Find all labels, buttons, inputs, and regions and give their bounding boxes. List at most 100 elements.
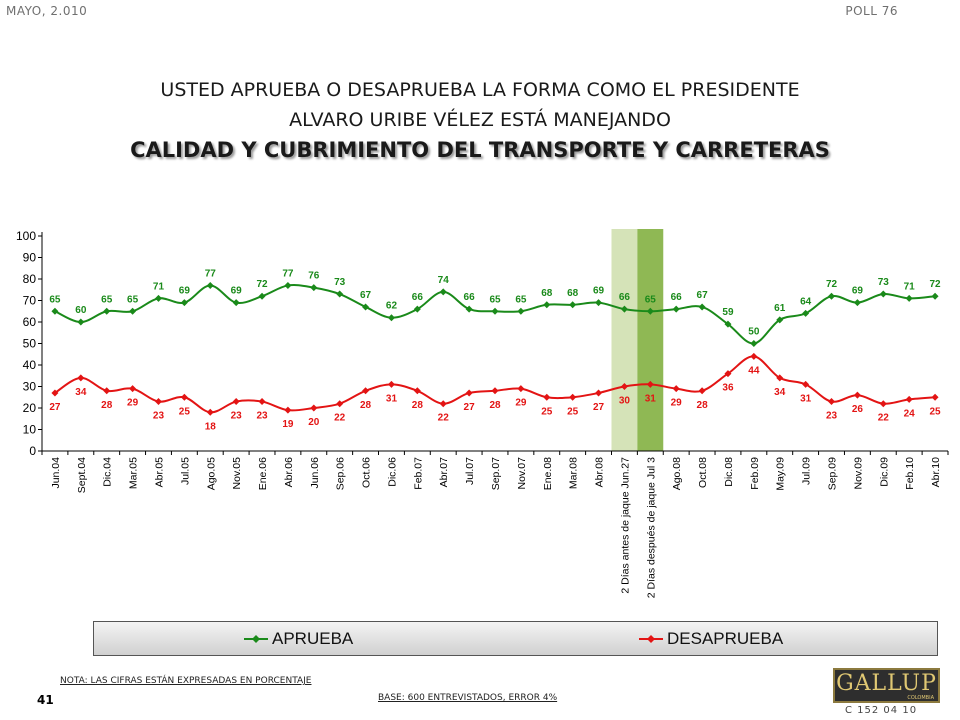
data-label-aprueba: 65	[127, 294, 139, 305]
data-point-aprueba	[465, 305, 473, 313]
data-label-aprueba: 77	[205, 268, 217, 279]
data-label-aprueba: 65	[645, 294, 657, 305]
data-label-aprueba: 65	[101, 294, 113, 305]
data-point-aprueba	[750, 340, 758, 347]
data-label-desaprueba: 26	[852, 404, 864, 415]
data-label-aprueba: 64	[800, 296, 812, 307]
data-label-aprueba: 73	[878, 277, 890, 288]
highlight-band-1	[611, 229, 638, 451]
legend-item-aprueba: APRUEBA	[244, 629, 353, 649]
x-tick-label: Abr.08	[594, 457, 606, 488]
data-label-aprueba: 66	[412, 292, 424, 303]
y-tick-label: 90	[23, 251, 37, 265]
approval-line-chart: 0 10 20 30 40 50 60 70 80 90 100 Jun.04 Sept.04 Dic.0…	[16, 229, 949, 598]
data-point-aprueba	[387, 314, 395, 322]
data-point-desaprueba	[931, 393, 939, 401]
data-label-desaprueba: 27	[593, 402, 605, 413]
data-point-desaprueba	[336, 400, 344, 408]
data-point-aprueba	[77, 318, 85, 326]
legend-item-desaprueba: DESAPRUEBA	[639, 629, 783, 649]
x-tick-label: Nov.07	[516, 457, 528, 490]
y-tick-label: 30	[23, 380, 37, 394]
title-line-2: ALVARO URIBE VÉLEZ ESTÁ MANEJANDO	[289, 109, 671, 131]
data-label-desaprueba: 25	[179, 406, 191, 417]
data-label-desaprueba: 28	[489, 400, 501, 411]
data-point-aprueba	[646, 307, 654, 315]
data-point-desaprueba	[129, 385, 137, 393]
data-point-aprueba	[362, 303, 370, 311]
data-point-desaprueba	[206, 408, 214, 416]
data-label-desaprueba: 18	[205, 421, 217, 432]
data-label-desaprueba: 22	[334, 413, 346, 424]
x-tick-label: May.09	[775, 457, 787, 491]
data-label-desaprueba: 27	[464, 402, 476, 413]
data-label-aprueba: 72	[256, 279, 268, 290]
data-label-desaprueba: 25	[929, 406, 941, 417]
data-point-aprueba	[336, 290, 344, 298]
data-point-aprueba	[905, 294, 913, 302]
data-point-aprueba	[491, 307, 499, 315]
data-label-desaprueba: 22	[878, 413, 890, 424]
x-tick-label: Ago.05	[205, 457, 217, 490]
chart-legend: APRUEBA DESAPRUEBA	[93, 621, 938, 656]
footnote: NOTA: LAS CIFRAS ESTÁN EXPRESADAS EN POR…	[60, 676, 312, 686]
x-tick-label: Oct.06	[361, 457, 373, 488]
x-tick-label: Abr.07	[438, 457, 450, 488]
data-label-aprueba: 69	[593, 286, 605, 297]
data-point-aprueba	[180, 299, 188, 307]
data-label-desaprueba: 29	[515, 398, 527, 409]
x-tick-label: Jul.07	[464, 457, 476, 485]
data-label-aprueba: 68	[541, 288, 553, 299]
data-point-aprueba	[802, 309, 810, 317]
data-point-desaprueba	[465, 389, 473, 397]
legend-label-desaprueba: DESAPRUEBA	[667, 629, 784, 648]
x-tick-label: Sep.06	[335, 457, 347, 490]
data-label-aprueba: 72	[929, 279, 941, 290]
data-point-desaprueba	[646, 380, 654, 388]
title-line-1: USTED APRUEBA O DESAPRUEBA LA FORMA COMO…	[160, 79, 800, 101]
data-label-desaprueba: 30	[619, 396, 631, 407]
x-tick-label: Jun.04	[50, 457, 62, 489]
survey-date: MAYO, 2.010	[6, 4, 88, 18]
data-point-desaprueba	[180, 393, 188, 401]
data-point-desaprueba	[51, 389, 59, 397]
data-label-desaprueba: 23	[826, 411, 838, 422]
y-tick-label: 0	[29, 444, 36, 458]
x-tick-label: Nov.09	[852, 457, 864, 490]
data-label-aprueba: 69	[179, 286, 191, 297]
data-label-desaprueba: 23	[153, 411, 165, 422]
logo-wordmark: GALLUP	[836, 671, 937, 696]
data-label-aprueba: 71	[153, 281, 165, 292]
data-label-aprueba: 60	[75, 305, 87, 316]
data-point-desaprueba	[413, 387, 421, 395]
data-point-desaprueba	[362, 387, 370, 395]
data-point-desaprueba	[879, 400, 887, 408]
data-point-aprueba	[543, 301, 551, 309]
data-label-aprueba: 67	[697, 290, 709, 301]
x-tick-label: Sep.07	[490, 457, 502, 490]
data-point-aprueba	[154, 294, 162, 302]
data-label-desaprueba: 19	[282, 419, 294, 430]
data-label-aprueba: 66	[671, 292, 683, 303]
data-point-desaprueba	[828, 398, 836, 406]
data-point-aprueba	[828, 292, 836, 300]
data-point-aprueba	[439, 288, 447, 296]
data-label-aprueba: 69	[852, 286, 864, 297]
data-label-desaprueba: 27	[49, 402, 61, 413]
data-point-desaprueba	[724, 370, 732, 378]
data-label-desaprueba: 28	[101, 400, 113, 411]
x-tick-label: Ene.08	[542, 457, 554, 490]
data-point-aprueba	[51, 307, 59, 315]
data-point-desaprueba	[595, 389, 603, 397]
x-tick-label: Dic.09	[878, 457, 890, 487]
x-tick-label: Abr.10	[930, 457, 942, 488]
data-label-aprueba: 76	[308, 271, 320, 282]
data-label-aprueba: 68	[567, 288, 579, 299]
y-tick-label: 40	[23, 358, 37, 372]
x-tick-label: Nov.05	[231, 457, 243, 490]
data-point-aprueba	[853, 299, 861, 307]
data-point-desaprueba	[491, 387, 499, 395]
gallup-logo: GALLUP COLOMBIA	[833, 668, 940, 703]
data-label-desaprueba: 29	[127, 398, 139, 409]
data-label-aprueba: 72	[826, 279, 838, 290]
